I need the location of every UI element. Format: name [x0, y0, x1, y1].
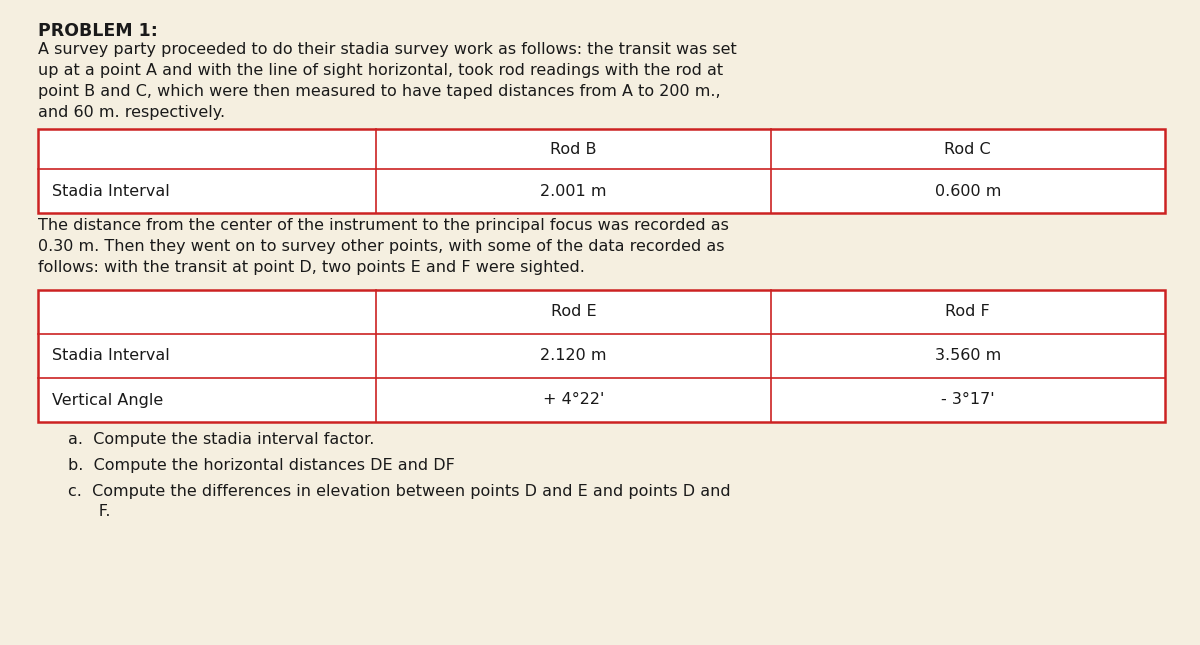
Text: Vertical Angle: Vertical Angle	[52, 393, 163, 408]
Text: PROBLEM 1:: PROBLEM 1:	[38, 22, 158, 40]
Text: 0.600 m: 0.600 m	[935, 183, 1001, 199]
Text: Stadia Interval: Stadia Interval	[52, 183, 169, 199]
Text: Rod B: Rod B	[550, 141, 596, 157]
Text: b.  Compute the horizontal distances DE and DF: b. Compute the horizontal distances DE a…	[68, 458, 455, 473]
Text: 3.560 m: 3.560 m	[935, 348, 1001, 364]
Text: - 3°17': - 3°17'	[941, 393, 995, 408]
Text: Rod C: Rod C	[944, 141, 991, 157]
Bar	[38, 290, 1165, 422]
Text: + 4°22': + 4°22'	[542, 393, 604, 408]
Text: Rod E: Rod E	[551, 304, 596, 319]
Text: The distance from the center of the instrument to the principal focus was record: The distance from the center of the inst…	[38, 218, 728, 275]
Text: Stadia Interval: Stadia Interval	[52, 348, 169, 364]
Text: a.  Compute the stadia interval factor.: a. Compute the stadia interval factor.	[68, 432, 374, 447]
Text: 2.120 m: 2.120 m	[540, 348, 606, 364]
Text: 2.001 m: 2.001 m	[540, 183, 606, 199]
Text: Rod F: Rod F	[946, 304, 990, 319]
Text: c.  Compute the differences in elevation between points D and E and points D and: c. Compute the differences in elevation …	[68, 484, 731, 519]
Text: A survey party proceeded to do their stadia survey work as follows: the transit : A survey party proceeded to do their sta…	[38, 42, 737, 120]
Bar	[38, 129, 1165, 213]
